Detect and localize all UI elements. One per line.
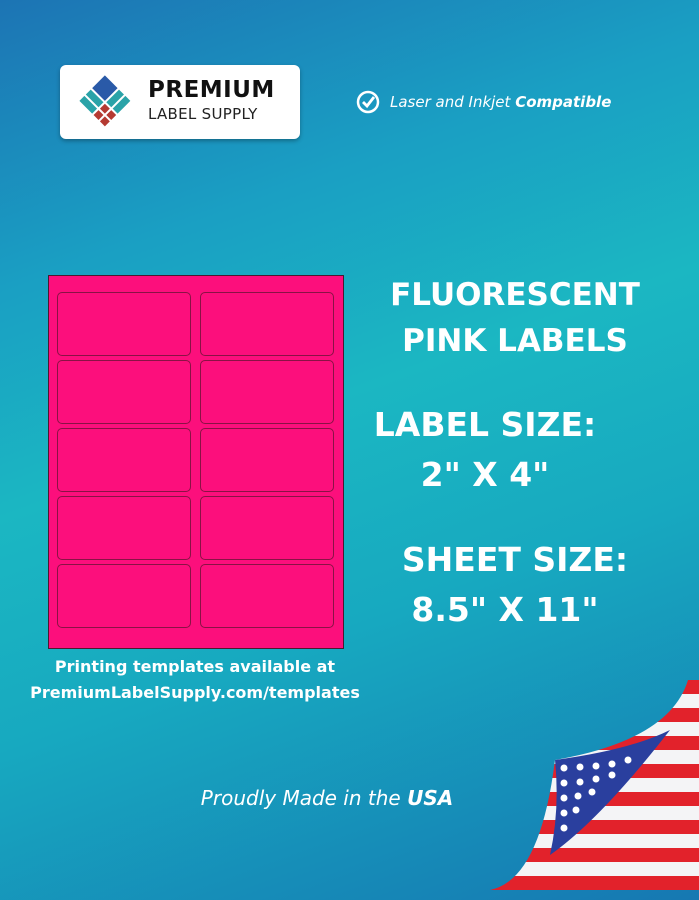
sheet-size-heading: SHEET SIZE: [401,540,629,579]
compat-text: Laser and Inkjet [390,93,511,111]
label-size-heading: LABEL SIZE: [373,405,597,444]
flag-star [592,762,600,770]
made-in-usa: Proudly Made in the USA [0,786,699,810]
flag-stripe [490,708,699,722]
compat-bold: Compatible [515,93,612,111]
templates-url[interactable]: PremiumLabelSupply.com/templates [30,683,360,702]
flag-star [560,794,568,802]
check-circle-icon [356,90,380,114]
label-cell [200,360,334,424]
flag-star [560,764,568,772]
product-title-line2: PINK LABELS [402,323,628,359]
flag-stripe [490,736,699,750]
brand-subtitle: LABEL SUPPLY [148,105,258,123]
flag-star [608,771,616,779]
flag-stripe [490,862,699,876]
logo-mark-icon [79,75,131,127]
label-cell [57,496,191,560]
flag-stripe [490,680,699,694]
flag-stripe [490,834,699,848]
flag-stripe [490,694,699,708]
flag-star [592,775,600,783]
label-cell [57,292,191,356]
flag-star [574,792,582,800]
made-bold: USA [407,786,454,810]
label-cell [57,428,191,492]
label-cell [57,360,191,424]
label-sheet [48,275,344,649]
flag-star [588,788,596,796]
label-size-value: 2" X 4" [420,455,550,494]
flag-stripe [490,848,699,862]
templates-note: Printing templates available at [54,657,336,676]
american-flag-corner-icon [490,680,699,890]
label-cell [200,292,334,356]
label-cell [200,564,334,628]
label-cell [57,564,191,628]
label-cell [200,496,334,560]
flag-star [624,756,632,764]
product-title-line1: FLUORESCENT [390,277,640,313]
flag-star [576,778,584,786]
flag-stripe [490,820,699,834]
flag-star [576,763,584,771]
flag-stripe [490,876,699,890]
flag-star [608,760,616,768]
flag-star [560,809,568,817]
flag-star [560,779,568,787]
sheet-size-value: 8.5" X 11" [411,590,599,629]
brand-logo: PREMIUM LABEL SUPPLY [60,65,300,139]
label-cell [200,428,334,492]
flag-star [572,806,580,814]
flag-star [560,824,568,832]
brand-name: PREMIUM [148,77,275,103]
compatibility-note: Laser and Inkjet Compatible [356,90,611,114]
made-text: Proudly Made in the [200,786,401,810]
